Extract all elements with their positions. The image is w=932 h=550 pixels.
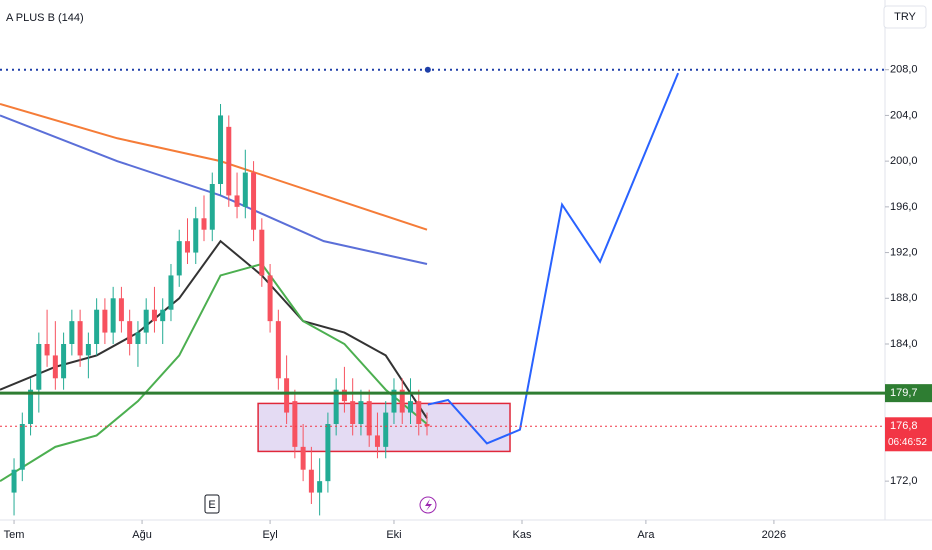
y-tick-label: 208,0 [890,64,918,76]
currency[interactable]: TRY [894,11,916,23]
candle-body [118,298,124,322]
candle-body [168,275,174,310]
currency-button[interactable] [883,5,927,29]
price-label: 176,8 [890,420,918,432]
price-label-box [885,384,932,403]
y-tick-label: 204,0 [890,109,918,121]
candle-body [11,469,17,493]
candle-body [325,424,331,482]
level-handle[interactable] [424,66,431,73]
candle-body [399,389,405,413]
candle-body [267,275,273,322]
y-tick-label: 184,0 [890,338,918,350]
candle-body [292,401,298,447]
candle-body [317,481,323,493]
indicator-line [0,114,428,265]
candle-body [28,389,34,424]
projection-line [427,72,680,445]
candle-body [184,241,190,253]
price-label-box [885,417,932,452]
candle-body [251,172,257,230]
candle-body [374,435,380,447]
candle-body [383,412,389,447]
candle-body [193,218,199,253]
candle-body [176,241,182,276]
candle-body [424,424,430,427]
candle-body [160,309,166,322]
candle-body [143,309,149,333]
candle-body [226,126,232,196]
candle-body [127,321,133,344]
candle-body [102,309,108,333]
x-tick-label: Eki [386,529,401,541]
lightning-icon[interactable] [419,496,437,514]
price-label: 179,7 [890,387,918,399]
x-tick-label: Ağu [132,529,152,541]
candle-body [341,389,347,402]
y-tick-label: 172,0 [890,475,918,487]
candle-body [275,321,281,379]
candle-body [61,344,67,379]
y-tick-label: 192,0 [890,246,918,258]
y-tick-label: 200,0 [890,155,918,167]
candle-body [391,389,397,413]
candle-body [201,218,207,230]
candle-body [284,378,290,413]
candle-body [234,195,240,207]
event-marker[interactable]: E [208,499,215,511]
candle-body [77,321,83,356]
candle-body [416,401,422,424]
candle-body [209,184,215,230]
candle-body [85,344,91,356]
x-tick-label: Kas [513,529,532,541]
candle-body [407,401,413,413]
candle-body [110,298,116,333]
candle-body [242,172,248,207]
candle-body [218,115,224,184]
candle-body [44,344,50,356]
candle-body [358,401,364,424]
chart-title: A PLUS B (144) [6,12,84,24]
candle-body [69,321,75,344]
y-tick-label: 196,0 [890,201,918,213]
y-tick-label: 188,0 [890,292,918,304]
countdown: 06:46:52 [888,437,927,448]
candle-body [308,469,314,493]
event-box[interactable] [204,494,220,514]
candle-body [300,446,306,470]
candle-body [36,344,42,390]
x-tick-label: Ara [637,529,655,541]
candle-body [151,309,157,322]
candle-body [135,332,141,344]
lightning-glyph [425,499,432,511]
candle-body [333,389,339,424]
x-tick-label: Tem [4,529,25,541]
candle-body [19,424,25,470]
candle-body [259,229,265,276]
candle-body [94,309,100,344]
x-tick-label: 2026 [762,529,786,541]
x-tick-label: Eyl [262,529,277,541]
candle-body [350,401,356,424]
candle-body [366,401,372,436]
candle-body [52,355,58,379]
indicator-line [0,239,428,419]
indicator-line [0,262,428,482]
